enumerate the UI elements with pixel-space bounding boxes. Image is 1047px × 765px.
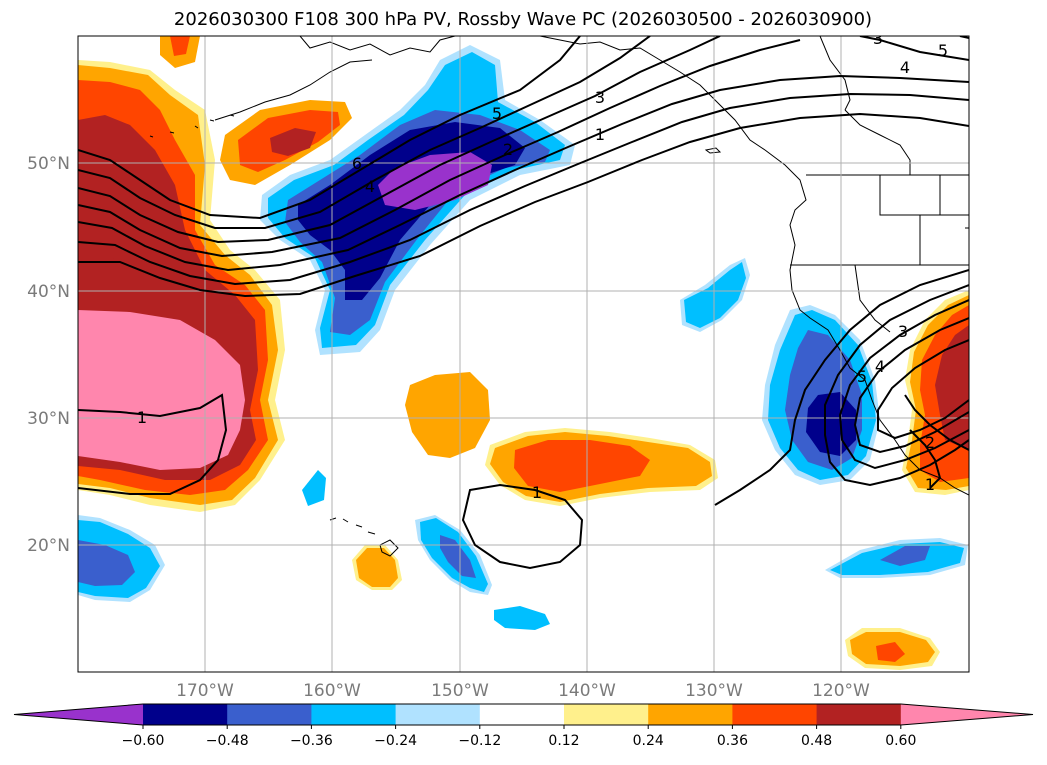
- colorbar-segment: [479, 704, 565, 725]
- lat-label: 50°N: [27, 154, 70, 174]
- contour-label: 1: [925, 475, 935, 494]
- lon-label: 150°W: [431, 681, 489, 701]
- colorbar-segment: [564, 704, 649, 725]
- lon-label: 130°W: [685, 681, 743, 701]
- lon-label: 140°W: [558, 681, 616, 701]
- map-title: 2026030300 F108 300 hPa PV, Rossby Wave …: [174, 9, 872, 30]
- contour-labels: 1 2 3 4 5 6 1 1 1 2 3 4 5 3 4 5 1: [137, 29, 948, 502]
- colorbar-segment: [227, 704, 312, 725]
- contour-label: 1: [595, 125, 605, 144]
- negative-anomaly-fills: [78, 45, 968, 630]
- colorbar-tick-label: 0.24: [633, 733, 664, 749]
- longitude-labels: 170°W 160°W 150°W 140°W 130°W 120°W: [176, 681, 870, 701]
- contour-label: 4: [875, 357, 885, 376]
- contour-label: 4: [900, 58, 910, 77]
- colorbar: −0.60 −0.48 −0.36 −0.24 −0.12 0.12 0.24 0.36 0.4…: [13, 703, 1034, 749]
- contour-label: 3: [898, 322, 908, 341]
- contour-label: 5: [492, 104, 502, 123]
- colorbar-segment: [143, 704, 228, 725]
- colorbar-tick-label: −0.60: [122, 733, 165, 749]
- colorbar-tick-label: 0.60: [885, 733, 916, 749]
- contour-label: 2: [503, 140, 513, 159]
- colorbar-tick-label: −0.48: [206, 733, 249, 749]
- colorbar-tick-label: −0.12: [458, 733, 501, 749]
- lat-label: 30°N: [27, 409, 70, 429]
- colorbar-tick-label: 0.48: [801, 733, 832, 749]
- colorbar-segment: [732, 704, 818, 725]
- contour-label: 6: [352, 154, 362, 173]
- positive-anomaly-fills: [78, 36, 969, 670]
- contour-label: 3: [873, 29, 883, 48]
- lon-label: 170°W: [176, 681, 234, 701]
- colorbar-extend-min: [14, 704, 143, 725]
- coastlines: [149, 36, 969, 557]
- map-panel: 1 2 3 4 5 6 1 1 1 2 3 4 5 3 4 5 1: [78, 29, 969, 672]
- contour-label: 4: [365, 177, 375, 196]
- lat-lon-grid: [78, 36, 969, 672]
- map-frame: [77, 35, 970, 673]
- colorbar-tick-label: 0.12: [548, 733, 579, 749]
- lon-label: 120°W: [812, 681, 870, 701]
- latitude-labels: 50°N 40°N 30°N 20°N: [27, 154, 70, 556]
- colorbar-tick-label: −0.24: [374, 733, 417, 749]
- colorbar-segment: [311, 704, 397, 725]
- lon-label: 160°W: [303, 681, 361, 701]
- lat-label: 20°N: [27, 536, 70, 556]
- colorbar-tick-label: 0.36: [717, 733, 748, 749]
- colorbar-tick-label: −0.36: [290, 733, 333, 749]
- colorbar-segment: [648, 704, 733, 725]
- contour-label: 2: [925, 433, 935, 452]
- contour-label: 3: [595, 88, 605, 107]
- colorbar-segment: [395, 704, 481, 725]
- contour-label: 1: [532, 483, 542, 502]
- contour-label: 5: [857, 367, 867, 386]
- colorbar-segment: [816, 704, 902, 725]
- contour-label: 1: [137, 408, 147, 427]
- lat-label: 40°N: [27, 282, 70, 302]
- colorbar-extend-max: [900, 704, 1033, 725]
- contour-label: 5: [938, 41, 948, 60]
